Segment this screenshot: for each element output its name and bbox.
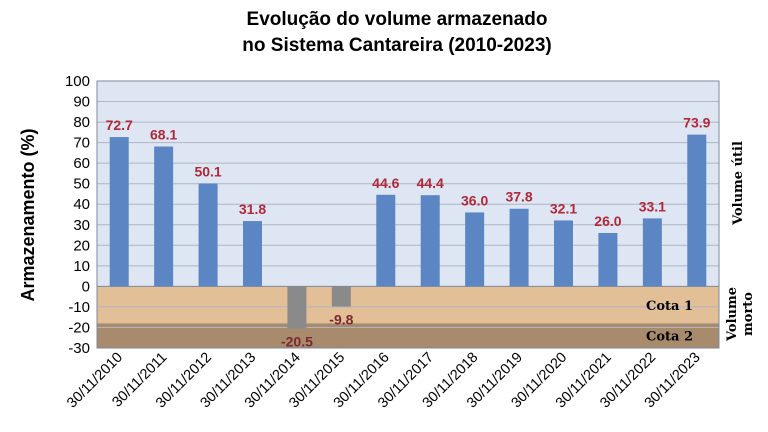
y-tick-label: -20	[68, 319, 90, 336]
bar	[687, 134, 707, 287]
data-label: 50.1	[194, 163, 221, 179]
bar	[642, 218, 662, 287]
y-tick-label: 30	[73, 217, 90, 234]
y-tick-label: 40	[73, 196, 90, 213]
cota-2-label: Cota 2	[646, 330, 693, 345]
bar	[243, 221, 262, 287]
chart-title-line-1: Evolução do volume armazenado	[247, 9, 548, 30]
bar	[198, 183, 218, 287]
volume-morto-label-line-2: morto	[741, 292, 756, 336]
data-label: 36.0	[461, 192, 488, 208]
data-label: 44.6	[372, 175, 399, 191]
cota-1-label: Cota 1	[646, 299, 693, 314]
y-axis-label: Armazenamento (%)	[18, 128, 38, 301]
y-tick-label: 10	[73, 258, 90, 275]
y-tick-label: 60	[73, 155, 90, 172]
bar	[109, 137, 129, 287]
plot-frame	[96, 80, 720, 349]
bar	[376, 194, 396, 287]
bars	[109, 134, 707, 329]
data-label: 31.8	[239, 201, 266, 217]
data-label: 73.9	[683, 115, 710, 131]
data-label: 37.8	[505, 189, 532, 205]
bar	[554, 220, 573, 287]
bar	[331, 286, 351, 307]
bar	[465, 212, 485, 287]
data-label: 32.1	[550, 200, 577, 216]
y-tick-label: 50	[73, 176, 90, 193]
bar	[154, 146, 174, 287]
y-tick-label: 90	[73, 94, 90, 111]
data-label: -20.5	[281, 333, 313, 349]
data-label: 72.7	[106, 117, 133, 133]
y-tick-label: 20	[73, 237, 90, 254]
x-axis-ticks: 30/11/201030/11/201130/11/201230/11/2013…	[64, 350, 703, 412]
data-labels: 72.7 68.1 50.1 31.8 -20.5 -9.8 44.6 44.4 36.0 37.…	[106, 115, 711, 350]
volume-util-label: Volume útil	[731, 141, 746, 226]
data-label: 26.0	[594, 213, 621, 229]
data-label: 68.1	[150, 127, 177, 143]
bar	[420, 195, 440, 287]
volume-morto-label-line-1: Volume	[725, 287, 740, 342]
y-tick-label: 0	[82, 278, 90, 295]
cota-1-zone	[97, 286, 719, 324]
bar	[509, 208, 529, 287]
chart-title-line-2: no Sistema Cantareira (2010-2023)	[242, 35, 551, 56]
y-tick-label: 70	[73, 135, 90, 152]
bar	[287, 286, 307, 329]
data-label: 33.1	[639, 198, 666, 214]
data-label: -9.8	[329, 312, 353, 328]
y-tick-label: -30	[68, 340, 90, 357]
bar	[598, 232, 618, 287]
y-tick-label: 80	[73, 114, 90, 131]
data-label: 44.4	[417, 175, 444, 191]
y-tick-label: -10	[68, 299, 90, 316]
y-tick-label: 100	[65, 73, 90, 90]
